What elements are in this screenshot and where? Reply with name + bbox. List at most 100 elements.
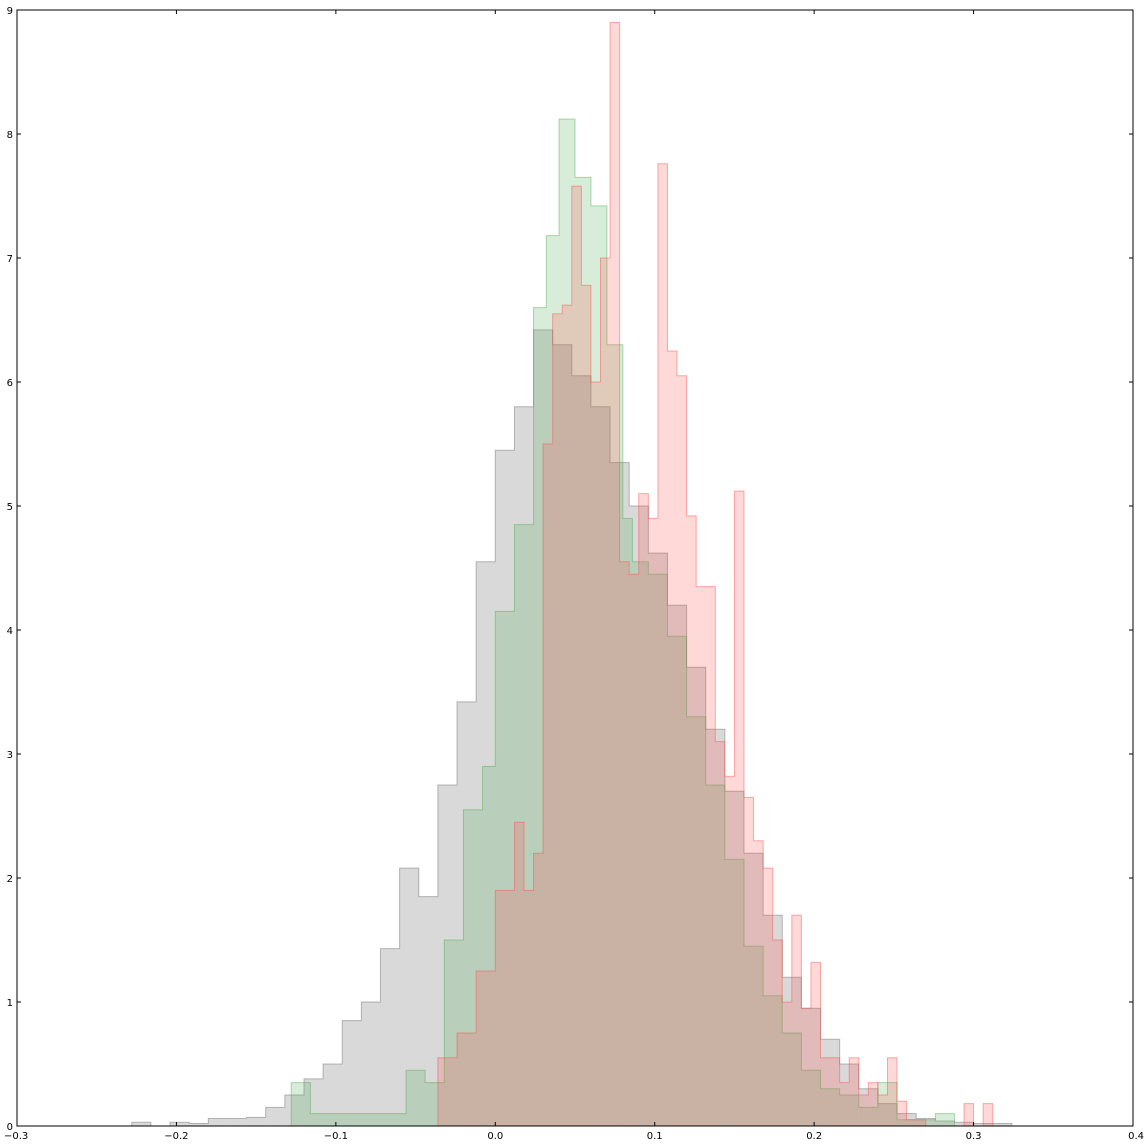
- histogram-bar: [858, 1107, 878, 1126]
- histogram-bar: [648, 518, 658, 1126]
- x-tick-labels: −0.3 −0.2 −0.1 0.0 0.1 0.2 0.3 0.4: [4, 1131, 1144, 1142]
- histogram-bar: [533, 329, 553, 1126]
- histogram-bar: [648, 574, 668, 1126]
- histogram-bar: [734, 491, 744, 1126]
- x-tick-label: 0.4: [1128, 1131, 1144, 1142]
- histogram-bar: [533, 853, 544, 1126]
- histogram-bar: [323, 1064, 343, 1126]
- histogram-bar: [887, 1057, 898, 1126]
- histogram-bar: [367, 1113, 387, 1126]
- histogram-bar: [667, 605, 687, 1126]
- histogram-bar: [227, 1118, 247, 1126]
- histogram-bar: [724, 859, 744, 1126]
- histogram-bar: [916, 1119, 936, 1126]
- histogram-bar: [820, 1039, 840, 1126]
- histogram-bar: [677, 375, 687, 1126]
- histogram-bar: [476, 971, 496, 1126]
- histogram-bar: [877, 1082, 898, 1126]
- histogram-bar: [801, 1070, 821, 1126]
- histogram-bar: [629, 574, 639, 1126]
- histogram-bar: [514, 406, 534, 1126]
- plot-frame: [16, 9, 1134, 1127]
- histogram-bar: [552, 313, 563, 1126]
- histogram-bar: [782, 1033, 802, 1126]
- histogram-bar: [533, 307, 547, 1127]
- histogram-series-outline: [131, 329, 1013, 1127]
- histogram-bar: [743, 946, 764, 1126]
- histogram-bar: [495, 890, 515, 1126]
- histogram-bar: [291, 1082, 311, 1126]
- histogram-bar: [546, 235, 560, 1126]
- histogram-bar: [189, 1123, 209, 1126]
- axis-ticks: [16, 9, 1134, 1127]
- histogram-bar: [437, 785, 458, 1126]
- histogram-bar: [571, 186, 582, 1126]
- histogram-series-outline: [290, 118, 955, 1126]
- histogram-bar: [638, 493, 649, 1127]
- histogram-bar: [983, 1103, 993, 1126]
- histogram-bar: [495, 450, 515, 1126]
- histogram-bar: [830, 1057, 840, 1126]
- x-tick-label: −0.2: [164, 1131, 188, 1142]
- histogram-bar: [342, 1020, 362, 1126]
- y-tick-label: 7: [7, 254, 13, 265]
- histogram-bar: [444, 940, 464, 1126]
- histogram-bar: [954, 1122, 974, 1126]
- histogram-bar: [514, 524, 534, 1126]
- histogram-bar: [782, 1002, 792, 1126]
- y-tick-label: 2: [7, 874, 13, 885]
- histogram-bar: [380, 948, 400, 1126]
- histogram-bar: [724, 791, 744, 1126]
- histogram-bar: [782, 977, 802, 1126]
- x-tick-label: 0.2: [806, 1131, 822, 1142]
- histogram-bar: [992, 1123, 1012, 1126]
- histogram-bar: [715, 741, 725, 1126]
- histogram-bar: [696, 586, 706, 1126]
- histogram-bar: [463, 809, 483, 1126]
- histogram-bar: [791, 915, 802, 1126]
- y-tick-label: 1: [7, 998, 13, 1009]
- histogram-bar: [170, 1122, 190, 1126]
- histogram-bar: [686, 515, 697, 1126]
- histogram-bar: [543, 444, 553, 1126]
- x-tick-label: −0.3: [4, 1131, 28, 1142]
- histogram-bar: [657, 163, 668, 1126]
- histogram-bar: [399, 868, 419, 1126]
- histogram-bar: [610, 22, 620, 1126]
- histogram-bar: [552, 344, 572, 1126]
- histogram-bar: [476, 561, 496, 1126]
- histogram-bar: [705, 586, 716, 1126]
- histogram-bar: [877, 1103, 898, 1126]
- histogram-bar: [457, 1033, 477, 1126]
- histogram-bar: [514, 822, 524, 1126]
- histogram-bar: [482, 766, 496, 1126]
- histogram-bar: [559, 119, 575, 1127]
- histogram-bar: [849, 1057, 859, 1126]
- histogram-bar: [575, 177, 591, 1126]
- histogram-bar: [361, 1002, 381, 1126]
- histogram-bar: [897, 1101, 907, 1126]
- histogram-bar: [897, 1119, 917, 1126]
- histogram-bar: [973, 1123, 993, 1126]
- histogram-bar: [523, 890, 534, 1126]
- histogram-bar: [763, 868, 773, 1126]
- histogram-bar: [562, 305, 572, 1126]
- histogram-bar: [810, 962, 821, 1126]
- histogram-bar: [619, 561, 630, 1126]
- histogram-bar: [590, 382, 601, 1126]
- x-tick-label: 0.0: [487, 1131, 503, 1142]
- histogram-bar: [839, 1095, 859, 1126]
- histogram-bar: [590, 406, 611, 1126]
- histogram-bar: [303, 1078, 324, 1126]
- histogram-bar: [571, 375, 591, 1126]
- histogram-bar: [581, 285, 591, 1126]
- histogram-bar: [724, 776, 735, 1126]
- y-tick-label: 3: [7, 750, 13, 761]
- histogram-bar: [610, 462, 630, 1127]
- histogram-bar: [667, 351, 678, 1126]
- histogram-bar: [686, 667, 706, 1126]
- histogram-bar: [600, 258, 611, 1126]
- histogram-bar: [935, 1113, 955, 1126]
